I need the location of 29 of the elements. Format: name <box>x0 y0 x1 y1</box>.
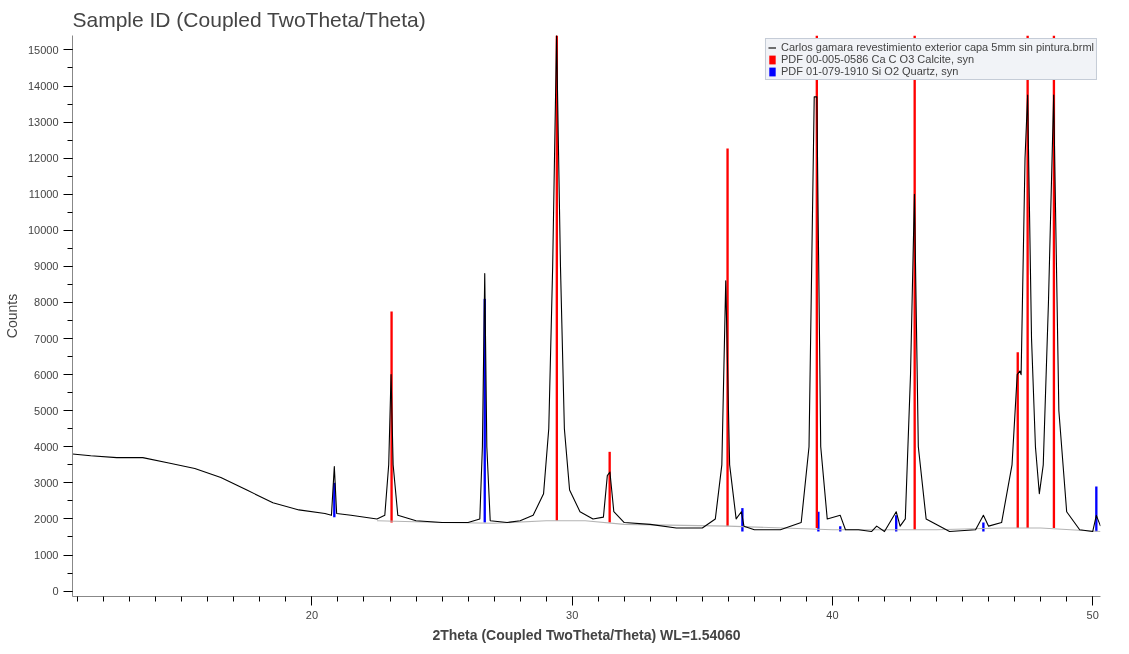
legend-label: Carlos gamara revestimiento exterior capa 5mm sin pintura.brml <box>780 41 1094 53</box>
y-tick-label: 14000 <box>27 80 59 93</box>
y-tick-label: 7000 <box>34 332 59 345</box>
x-tick-label: 20 <box>305 608 319 621</box>
y-tick-label: 11000 <box>28 188 59 201</box>
y-tick-label: 6000 <box>34 368 59 381</box>
legend-label: PDF 00-005-0586 Ca C O3 Calcite, syn <box>780 53 975 65</box>
bar <box>608 451 611 523</box>
x-tick-label: 50 <box>1086 608 1099 621</box>
y-tick-label: 9000 <box>34 260 59 273</box>
y-tick-label: 4000 <box>34 440 59 453</box>
y-tick-label: 12000 <box>27 152 59 165</box>
y-tick-label: 5000 <box>34 404 59 417</box>
y-tick-label: 10000 <box>27 224 59 237</box>
x-tick-label: 30 <box>566 608 579 621</box>
chart-title: Sample ID (Coupled TwoTheta/Theta) <box>72 7 426 31</box>
y-tick-label: 2000 <box>34 512 59 525</box>
x-tick-label: 40 <box>826 608 839 621</box>
y-tick-label: 3000 <box>34 476 59 489</box>
y-tick-label: 15000 <box>27 43 59 56</box>
y-tick-label: 13000 <box>27 116 59 129</box>
y-tick-label: 0 <box>52 585 59 598</box>
x-axis-title: 2Theta (Coupled TwoTheta/Theta) WL=1.54060 <box>432 626 741 643</box>
y-tick-label: 1000 <box>34 549 59 562</box>
legend-label: PDF 01-079-1910 Si O2 Quartz, syn <box>780 65 959 77</box>
y-tick-label: 8000 <box>34 296 59 309</box>
line-series <box>72 35 1101 533</box>
y-axis-title: Counts <box>3 293 20 339</box>
line-series <box>376 520 1101 533</box>
